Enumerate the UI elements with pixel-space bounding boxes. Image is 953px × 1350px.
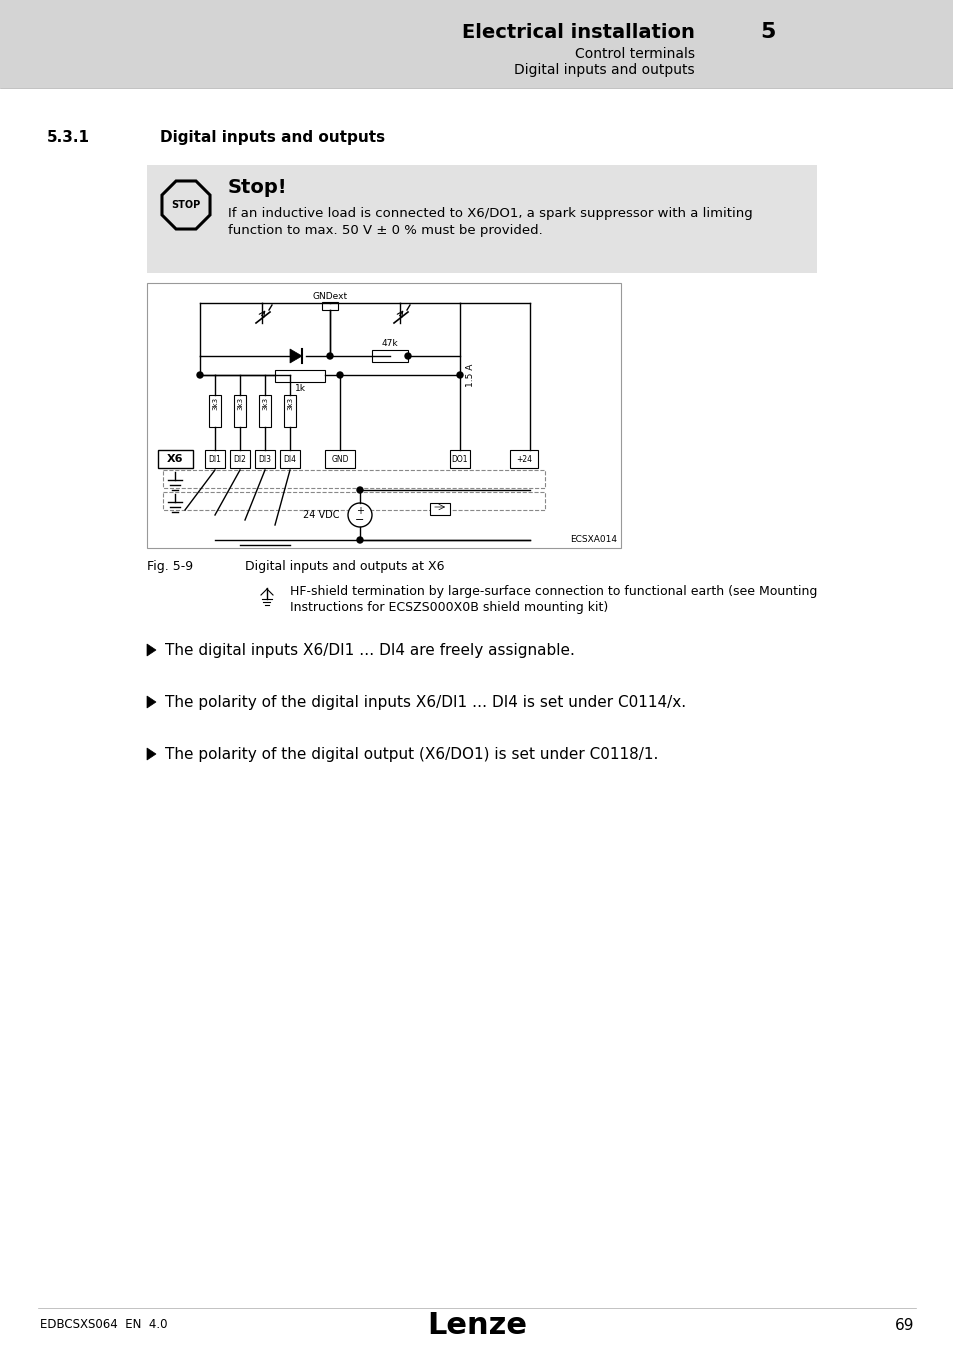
Circle shape [196,373,203,378]
Text: DO1: DO1 [452,455,468,463]
Text: Digital inputs and outputs: Digital inputs and outputs [514,63,695,77]
Circle shape [348,504,372,526]
Bar [430,504,450,514]
Text: STOP: STOP [172,200,200,211]
Text: 24 VDC: 24 VDC [303,510,339,520]
Text: 5: 5 [760,22,775,42]
Polygon shape [147,697,156,707]
Bar [510,450,537,468]
Circle shape [327,352,333,359]
Bar [163,470,544,487]
Text: HF-shield termination by large-surface connection to functional earth (see Mount: HF-shield termination by large-surface c… [290,585,817,598]
Text: EDBCSXS064  EN  4.0: EDBCSXS064 EN 4.0 [40,1319,168,1331]
Bar [284,396,295,427]
Bar [233,396,246,427]
Circle shape [356,537,363,543]
Polygon shape [147,644,156,656]
Text: DI1: DI1 [209,455,221,463]
Text: ECSXA014: ECSXA014 [569,535,617,544]
Bar [280,450,299,468]
Bar [258,396,271,427]
Text: +24: +24 [516,455,532,463]
Circle shape [405,352,411,359]
Text: Digital inputs and outputs: Digital inputs and outputs [160,130,385,144]
Polygon shape [290,350,302,363]
Text: 3k3: 3k3 [236,397,243,410]
Text: 3k3: 3k3 [262,397,268,410]
Text: The polarity of the digital output (X6/DO1) is set under C0118/1.: The polarity of the digital output (X6/D… [165,747,658,761]
Text: 69: 69 [894,1318,913,1332]
Text: 5.3.1: 5.3.1 [47,130,90,144]
Text: Lenze: Lenze [427,1311,526,1339]
Text: Fig. 5-9: Fig. 5-9 [147,560,193,572]
Bar [274,370,325,382]
Bar [0,0,953,88]
Polygon shape [147,748,156,760]
Text: If an inductive load is connected to X6/DO1, a spark suppressor with a limiting: If an inductive load is connected to X6/… [228,207,752,220]
Text: Instructions for ECSZS000X0B shield mounting kit): Instructions for ECSZS000X0B shield moun… [290,601,608,614]
Text: 47k: 47k [381,339,398,348]
Text: −: − [355,514,364,525]
Bar [450,450,470,468]
Text: DI4: DI4 [283,455,296,463]
Bar [147,165,816,273]
Bar [163,491,544,510]
Text: Control terminals: Control terminals [575,47,695,61]
Text: 1k: 1k [294,383,305,393]
Bar [230,450,250,468]
Bar [325,450,355,468]
Circle shape [356,487,363,493]
Text: Stop!: Stop! [228,178,287,197]
Text: GND: GND [331,455,349,463]
Text: GNDext: GNDext [313,292,347,301]
Text: Electrical installation: Electrical installation [461,23,695,42]
Circle shape [336,373,343,378]
Bar [322,302,337,311]
Text: 3k3: 3k3 [287,397,293,410]
Text: 3k3: 3k3 [212,397,218,410]
Text: function to max. 50 V ± 0 % must be provided.: function to max. 50 V ± 0 % must be prov… [228,224,542,238]
Circle shape [456,373,462,378]
Text: The digital inputs X6/DI1 … DI4 are freely assignable.: The digital inputs X6/DI1 … DI4 are free… [165,643,575,657]
Text: DI2: DI2 [233,455,246,463]
Text: 1.5 A: 1.5 A [465,363,475,386]
Bar [254,450,274,468]
Bar [158,450,193,468]
Bar [205,450,225,468]
Text: The polarity of the digital inputs X6/DI1 … DI4 is set under C0114/x.: The polarity of the digital inputs X6/DI… [165,695,685,710]
Bar [147,284,620,548]
Text: +: + [355,506,364,516]
Text: Digital inputs and outputs at X6: Digital inputs and outputs at X6 [245,560,444,572]
Text: X6: X6 [167,454,183,464]
Bar [209,396,221,427]
Bar [372,350,408,362]
Text: DI3: DI3 [258,455,272,463]
